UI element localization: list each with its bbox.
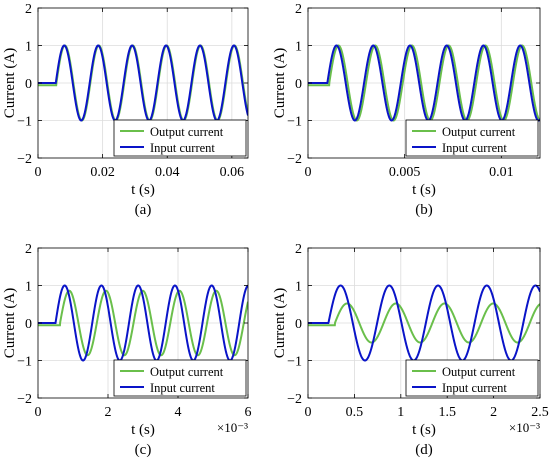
x-tick-label: 0.06	[220, 165, 245, 180]
legend-label: Output current	[442, 125, 516, 139]
chart-panel-b: 0 0.005 0.01 −2 −1 0 1 2 t (s) Current (A) (b) Outp…	[272, 2, 541, 218]
x-exponent-label: ×10⁻³	[217, 420, 248, 435]
y-tick-label: 0	[295, 317, 302, 332]
x-tick-label: 2	[105, 405, 112, 420]
legend-label: Output current	[442, 365, 516, 379]
y-tick-label: 2	[25, 2, 32, 17]
y-tick-label: −2	[287, 392, 302, 407]
panel-label: (c)	[135, 442, 152, 458]
x-axis-label: t (s)	[131, 182, 155, 198]
series-line-input-current	[308, 284, 540, 362]
y-axis-label: Current (A)	[272, 288, 288, 358]
y-tick-label: 1	[25, 280, 32, 295]
series-line-input-current	[38, 44, 248, 122]
x-tick-label: 0	[305, 165, 312, 180]
legend: Output current Input current	[113, 119, 247, 157]
chart-panel-c: 0 2 4 6 −2 −1 0 1 2 ×10⁻³ t (s) Current (A) (c) Outpu…	[2, 242, 252, 458]
series-line-output-current	[308, 44, 540, 122]
x-tick-label: 1.5	[438, 405, 456, 420]
y-tick-label: 0	[295, 77, 302, 92]
y-tick-label: −2	[17, 392, 32, 407]
legend-label: Input current	[150, 141, 215, 155]
y-tick-label: 2	[25, 242, 32, 257]
legend-label: Input current	[442, 381, 507, 395]
x-tick-label: 2.5	[531, 405, 549, 420]
legend-label: Output current	[150, 365, 224, 379]
y-axis-label: Current (A)	[2, 288, 18, 358]
x-tick-label: 0.02	[90, 165, 115, 180]
y-tick-label: 1	[295, 280, 302, 295]
y-tick-label: −2	[17, 152, 32, 167]
legend-box	[405, 359, 539, 397]
panel-label: (a)	[135, 202, 152, 218]
y-tick-label: −2	[287, 152, 302, 167]
x-tick-label: 1	[397, 405, 404, 420]
y-tick-label: 2	[295, 242, 302, 257]
x-tick-label: 0.5	[346, 405, 364, 420]
y-tick-label: 0	[25, 317, 32, 332]
y-tick-label: 1	[295, 40, 302, 55]
y-tick-label: 2	[295, 2, 302, 17]
y-axis-label: Current (A)	[272, 48, 288, 118]
y-tick-label: 0	[25, 77, 32, 92]
x-tick-label: 0.01	[489, 165, 514, 180]
legend-box	[405, 119, 539, 157]
legend-label: Input current	[442, 141, 507, 155]
x-tick-label: 0.005	[389, 165, 421, 180]
y-tick-label: −1	[17, 115, 32, 130]
series-line-output-current	[308, 302, 540, 344]
x-tick-label: 2	[490, 405, 497, 420]
x-tick-label: 0	[35, 405, 42, 420]
legend-label: Input current	[150, 381, 215, 395]
legend-box	[113, 119, 247, 157]
series-line-input-current	[38, 284, 248, 362]
y-axis-label: Current (A)	[2, 48, 18, 118]
x-axis-label: t (s)	[412, 422, 436, 438]
chart-panel-a: 0 0.02 0.04 0.06 −2 −1 0 1 2 t (s) Current (A) (a) O…	[2, 2, 249, 218]
y-tick-label: 1	[25, 40, 32, 55]
x-axis-label: t (s)	[131, 422, 155, 438]
legend: Output current Input current	[113, 359, 247, 397]
legend: Output current Input current	[405, 119, 539, 157]
y-tick-label: −1	[287, 355, 302, 370]
legend-label: Output current	[150, 125, 224, 139]
x-tick-label: 6	[245, 405, 252, 420]
legend-box	[113, 359, 247, 397]
x-tick-label: 0.04	[155, 165, 180, 180]
x-exponent-label: ×10⁻³	[509, 420, 540, 435]
legend: Output current Input current	[405, 359, 539, 397]
series-line-output-current	[38, 289, 248, 357]
x-axis-label: t (s)	[412, 182, 436, 198]
y-tick-label: −1	[17, 355, 32, 370]
chart-panel-d: 0 0.5 1 1.5 2 2.5 −2 −1 0 1 2 ×10⁻³ t (s) Current (A)…	[272, 242, 549, 458]
y-tick-label: −1	[287, 115, 302, 130]
x-tick-label: 0	[305, 405, 312, 420]
panel-label: (d)	[415, 442, 433, 458]
panel-label: (b)	[415, 202, 433, 218]
x-tick-label: 4	[175, 405, 182, 420]
x-tick-label: 0	[35, 165, 42, 180]
